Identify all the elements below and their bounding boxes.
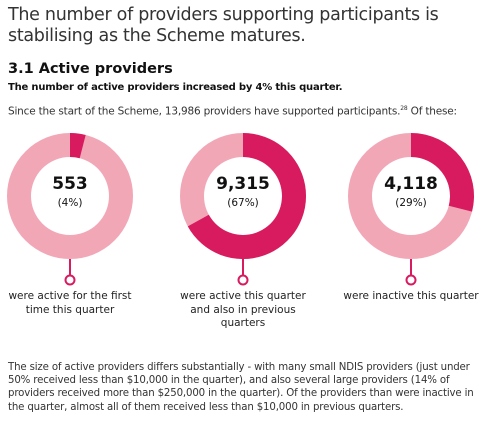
headline: The number of providers supporting parti… (8, 5, 439, 46)
donut-percent: (29%) (395, 197, 427, 209)
caption-continuing-providers: were active this quarter and also in pre… (180, 290, 306, 329)
intro-main: Since the start of the Scheme, 13,986 pr… (8, 105, 401, 118)
donut-new-providers: 553 (4%) (4, 130, 136, 290)
footnote-ref: 28 (400, 105, 408, 112)
donut-value-segment (411, 133, 474, 212)
donut-value: 4,118 (384, 174, 438, 194)
caption-new-providers: were active for the first time this quar… (8, 290, 132, 316)
donut-percent: (4%) (57, 197, 83, 209)
section-subtitle: The number of active providers increased… (8, 82, 343, 93)
donut-inactive-providers: 4,118 (29%) (345, 130, 477, 290)
donut-value: 9,315 (216, 174, 270, 194)
donut-chart-graphic (180, 133, 306, 286)
donut-value-segment (70, 133, 86, 159)
footer-paragraph: The size of active providers differs sub… (8, 362, 474, 413)
donut-remainder-segment (7, 133, 133, 259)
section-title: 3.1 Active providers (8, 61, 173, 77)
donut-chart-graphic (7, 133, 133, 286)
donut-value: 553 (52, 174, 88, 194)
donut-value-segment (187, 133, 306, 259)
donut-percent: (67%) (227, 197, 259, 209)
connector-dot (64, 274, 76, 286)
caption-inactive-providers: were inactive this quarter (343, 290, 479, 302)
donut-chart-graphic (348, 133, 474, 286)
intro-suffix: Of these: (407, 105, 457, 118)
donut-continuing-providers: 9,315 (67%) (177, 130, 309, 290)
connector-dot (405, 274, 417, 286)
connector-dot (237, 274, 249, 286)
intro-text: Since the start of the Scheme, 13,986 pr… (8, 105, 457, 118)
